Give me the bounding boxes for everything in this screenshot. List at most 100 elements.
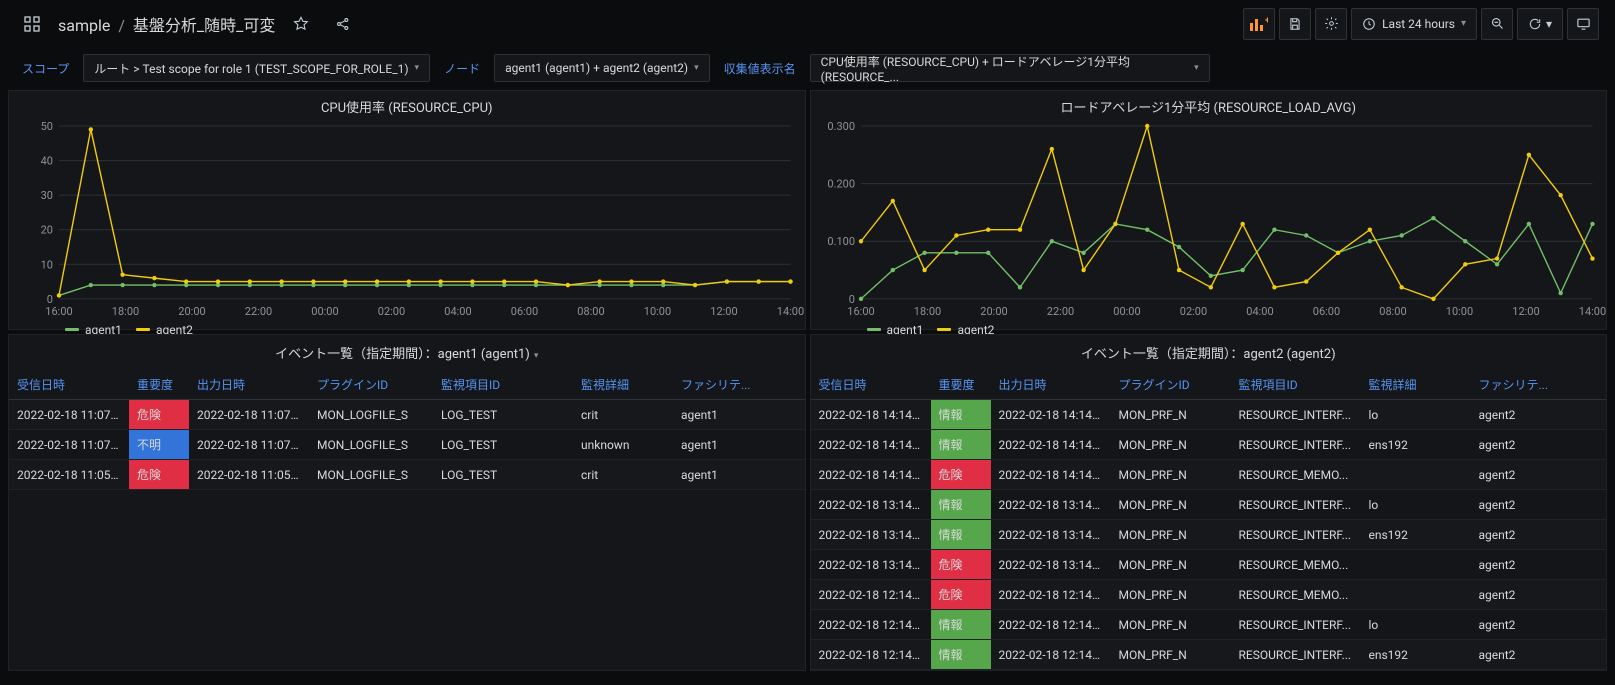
svg-text:18:00: 18:00 [913, 305, 940, 318]
table-header[interactable]: 重要度 [129, 370, 189, 400]
add-panel-button[interactable]: + [1243, 8, 1275, 40]
table-cell: agent2 [1471, 640, 1607, 670]
table-header[interactable]: 監視詳細 [573, 370, 673, 400]
table-row[interactable]: 2022-02-18 11:07:4...危険2022-02-18 11:07:… [9, 400, 805, 430]
table-cell: MON_PRF_N [1111, 430, 1231, 460]
svg-text:08:00: 08:00 [577, 305, 604, 318]
svg-text:10:00: 10:00 [1445, 305, 1472, 318]
chart-load[interactable]: 00.1000.2000.30016:0018:0020:0022:0000:0… [811, 118, 1607, 319]
time-range-picker[interactable]: Last 24 hours ▾ [1351, 8, 1477, 40]
severity-cell: 危険 [931, 580, 991, 610]
breadcrumb-title[interactable]: 基盤分析_随時_可変 [133, 16, 275, 35]
severity-cell: 情報 [931, 520, 991, 550]
table-cell: agent2 [1471, 550, 1607, 580]
table-cell: 2022-02-18 14:14:2... [811, 460, 931, 490]
table-row[interactable]: 2022-02-18 13:14:2...危険2022-02-18 13:14:… [811, 550, 1607, 580]
table-header[interactable]: 監視項目ID [433, 370, 573, 400]
table-row[interactable]: 2022-02-18 12:14:2...危険2022-02-18 12:14:… [811, 580, 1607, 610]
table-header[interactable]: ファシリテ... [1471, 370, 1607, 400]
svg-text:00:00: 00:00 [1113, 305, 1140, 318]
table-cell: agent2 [1471, 460, 1607, 490]
table-row[interactable]: 2022-02-18 13:14:2...情報2022-02-18 13:14:… [811, 490, 1607, 520]
var-scope-label: スコープ [16, 60, 75, 77]
var-collector-value: CPU使用率 (RESOURCE_CPU) + ロードアベレージ1分平均 (RE… [821, 53, 1188, 84]
table-cell: RESOURCE_MEMO... [1231, 550, 1361, 580]
panel-title[interactable]: イベント一覧（指定期間）：agent2 (agent2) [811, 335, 1607, 370]
table-cell: 2022-02-18 12:14:2... [811, 610, 931, 640]
table-row[interactable]: 2022-02-18 13:14:2...情報2022-02-18 13:14:… [811, 520, 1607, 550]
svg-text:22:00: 22:00 [1046, 305, 1073, 318]
svg-text:08:00: 08:00 [1379, 305, 1406, 318]
panel-title[interactable]: CPU使用率 (RESOURCE_CPU) [9, 91, 805, 118]
svg-text:40: 40 [41, 155, 53, 168]
dashboard-grid-icon[interactable] [16, 8, 48, 40]
save-button[interactable] [1279, 8, 1311, 40]
svg-text:20:00: 20:00 [178, 305, 205, 318]
table-header[interactable]: 重要度 [931, 370, 991, 400]
chart-cpu[interactable]: 0102030405016:0018:0020:0022:0000:0002:0… [9, 118, 805, 319]
severity-cell: 情報 [931, 400, 991, 430]
chevron-down-icon: ▾ [694, 63, 699, 73]
table-header[interactable]: 出力日時 [189, 370, 309, 400]
table-header[interactable]: 監視項目ID [1231, 370, 1361, 400]
table-row[interactable]: 2022-02-18 14:14:2...情報2022-02-18 14:14:… [811, 430, 1607, 460]
table-cell: agent2 [1471, 400, 1607, 430]
table-row[interactable]: 2022-02-18 12:14:2...情報2022-02-18 12:14:… [811, 610, 1607, 640]
table-cell: MON_LOGFILE_S [309, 460, 433, 490]
table-panel-agent2: イベント一覧（指定期間）：agent2 (agent2) 受信日時重要度出力日時… [810, 334, 1608, 671]
table-cell: ens192 [1361, 430, 1471, 460]
table-row[interactable]: 2022-02-18 11:05:4...危険2022-02-18 11:05:… [9, 460, 805, 490]
table-cell: MON_PRF_N [1111, 490, 1231, 520]
refresh-button[interactable]: ▾ [1517, 8, 1563, 40]
table-header[interactable]: ファシリテ... [673, 370, 805, 400]
svg-text:06:00: 06:00 [1312, 305, 1339, 318]
tv-mode-button[interactable] [1567, 8, 1599, 40]
table-cell: crit [573, 400, 673, 430]
table-cell: 2022-02-18 11:05:4... [9, 460, 129, 490]
panel-title[interactable]: ロードアベレージ1分平均 (RESOURCE_LOAD_AVG) [811, 91, 1607, 118]
table-row[interactable]: 2022-02-18 11:07:2...不明2022-02-18 11:07:… [9, 430, 805, 460]
table-header[interactable]: プラグインID [309, 370, 433, 400]
severity-cell: 情報 [931, 430, 991, 460]
settings-button[interactable] [1315, 8, 1347, 40]
var-node-label: ノード [438, 60, 486, 77]
table-cell: 2022-02-18 12:14:2... [991, 580, 1111, 610]
table-cell: ens192 [1361, 520, 1471, 550]
table-header[interactable]: 受信日時 [9, 370, 129, 400]
table-panel-agent1: イベント一覧（指定期間）：agent1 (agent1)▾ 受信日時重要度出力日… [8, 334, 806, 671]
severity-cell: 危険 [129, 400, 189, 430]
table-cell: agent2 [1471, 430, 1607, 460]
table-cell: lo [1361, 490, 1471, 520]
star-icon[interactable] [285, 8, 317, 40]
svg-text:06:00: 06:00 [511, 305, 538, 318]
table-row[interactable]: 2022-02-18 12:14:2...情報2022-02-18 12:14:… [811, 640, 1607, 670]
table-row[interactable]: 2022-02-18 14:14:2...危険2022-02-18 14:14:… [811, 460, 1607, 490]
svg-text:04:00: 04:00 [444, 305, 471, 318]
table-header[interactable]: 出力日時 [991, 370, 1111, 400]
table-cell: RESOURCE_INTERF... [1231, 430, 1361, 460]
var-collector-picker[interactable]: CPU使用率 (RESOURCE_CPU) + ロードアベレージ1分平均 (RE… [810, 54, 1210, 82]
table-header[interactable]: 受信日時 [811, 370, 931, 400]
svg-text:02:00: 02:00 [378, 305, 405, 318]
table-cell: 2022-02-18 11:07:2... [9, 430, 129, 460]
table-cell: RESOURCE_MEMO... [1231, 460, 1361, 490]
table-header[interactable]: 監視詳細 [1361, 370, 1471, 400]
breadcrumb-sep: / [118, 16, 125, 35]
table-header[interactable]: プラグインID [1111, 370, 1231, 400]
var-scope-picker[interactable]: ルート > Test scope for role 1 (TEST_SCOPE_… [83, 54, 430, 82]
table-cell: agent2 [1471, 580, 1607, 610]
panel-title[interactable]: イベント一覧（指定期間）：agent1 (agent1)▾ [9, 335, 805, 370]
breadcrumb-folder[interactable]: sample [58, 16, 110, 35]
zoom-out-button[interactable] [1481, 8, 1513, 40]
chevron-down-icon: ▾ [1194, 63, 1199, 73]
breadcrumb[interactable]: sample / 基盤分析_随時_可変 [58, 12, 275, 36]
table-cell: MON_PRF_N [1111, 610, 1231, 640]
var-node-picker[interactable]: agent1 (agent1) + agent2 (agent2) ▾ [494, 54, 710, 82]
table-cell: crit [573, 460, 673, 490]
table-row[interactable]: 2022-02-18 14:14:2...情報2022-02-18 14:14:… [811, 400, 1607, 430]
share-icon[interactable] [327, 8, 359, 40]
table-cell: LOG_TEST [433, 400, 573, 430]
event-table: 受信日時重要度出力日時プラグインID監視項目ID監視詳細ファシリテ...2022… [9, 370, 805, 490]
table-cell: MON_PRF_N [1111, 400, 1231, 430]
svg-text:18:00: 18:00 [112, 305, 139, 318]
